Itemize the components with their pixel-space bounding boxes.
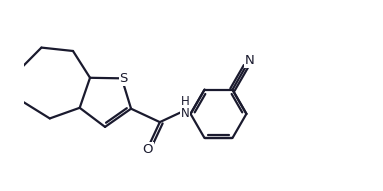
Text: N: N	[244, 54, 254, 67]
Text: H
N: H N	[181, 95, 190, 120]
Text: O: O	[143, 143, 153, 156]
Text: S: S	[119, 72, 128, 85]
